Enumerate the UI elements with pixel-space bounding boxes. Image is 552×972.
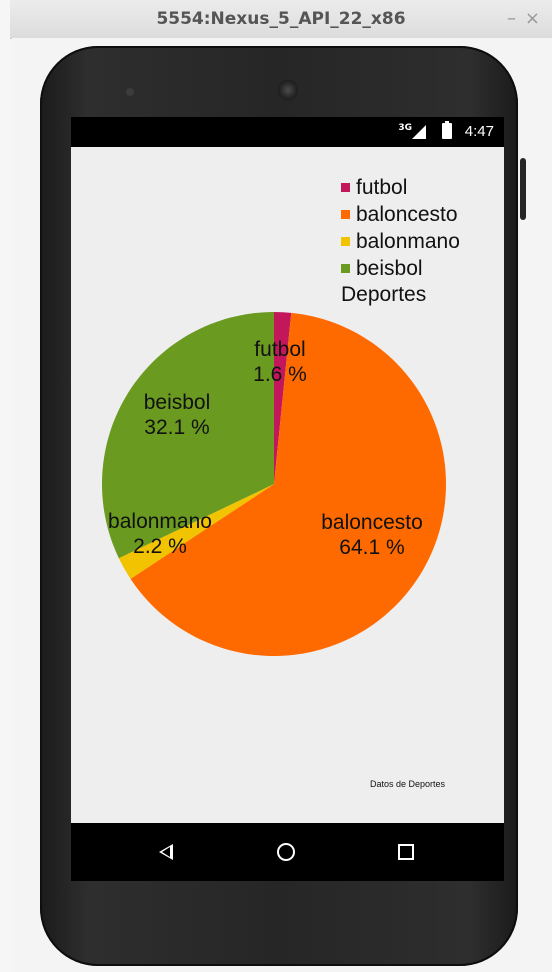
power-button[interactable] (520, 158, 526, 220)
legend-swatch (341, 237, 350, 246)
pie-slice-beisbol[interactable] (102, 312, 274, 559)
slice-label-percent: 64.1 % (339, 536, 405, 559)
legend-label: baloncesto (356, 202, 458, 226)
pie-slice-baloncesto[interactable] (130, 312, 446, 656)
pie-chart[interactable] (71, 147, 504, 823)
slice-label-balonmano: balonmano 2.2 % (108, 509, 212, 559)
legend-item-beisbol[interactable]: beisbol (341, 255, 460, 282)
legend-label: beisbol (356, 256, 423, 280)
minimize-icon[interactable]: – (507, 8, 516, 29)
legend-label: futbol (356, 175, 408, 199)
battery-icon (442, 121, 452, 139)
proximity-sensor-icon (126, 88, 134, 96)
chart-description: Datos de Deportes (369, 779, 445, 789)
legend-item-baloncesto[interactable]: baloncesto (341, 201, 460, 228)
close-icon[interactable]: × (524, 8, 540, 29)
status-time: 4:47 (464, 123, 494, 140)
slice-label-name: baloncesto (321, 511, 423, 534)
slice-label-percent: 2.2 % (133, 535, 187, 558)
recents-icon[interactable] (398, 844, 414, 860)
slice-label-futbol: futbol 1.6 % (253, 337, 307, 387)
emulator-title-bar: 5554:Nexus_5_API_22_x86 – × (10, 0, 552, 39)
slice-label-name: beisbol (143, 391, 211, 414)
slice-label-percent: 1.6 % (253, 363, 307, 386)
front-camera-icon (278, 80, 298, 100)
legend-label: balonmano (356, 229, 460, 253)
signal-icon (412, 125, 426, 139)
back-icon[interactable] (159, 844, 173, 860)
chart-legend: futbol baloncesto balonmano beisbol Deporte… (341, 174, 460, 307)
legend-swatch (341, 183, 350, 192)
app-content: futbol baloncesto balonmano beisbol Deporte… (71, 147, 504, 823)
legend-swatch (341, 264, 350, 273)
network-type: 3G (398, 123, 412, 133)
chart-title: Deportes (341, 283, 427, 306)
legend-item-balonmano[interactable]: balonmano (341, 228, 460, 255)
slice-label-percent: 32.1 % (144, 416, 210, 439)
legend-item-futbol[interactable]: futbol (341, 174, 460, 201)
slice-label-baloncesto: baloncesto 64.1 % (321, 510, 423, 560)
status-bar: 3G 4:47 (71, 117, 504, 147)
pie-slice-balonmano[interactable] (118, 484, 274, 579)
legend-swatch (341, 210, 350, 219)
home-icon[interactable] (277, 843, 295, 861)
slice-label-name: balonmano (108, 510, 212, 533)
window-title: 5554:Nexus_5_API_22_x86 (156, 9, 406, 29)
pie-slice-futbol[interactable] (274, 312, 292, 484)
slice-label-name: futbol (254, 338, 306, 361)
navigation-bar (71, 823, 504, 881)
slice-label-beisbol: beisbol 32.1 % (144, 390, 211, 440)
